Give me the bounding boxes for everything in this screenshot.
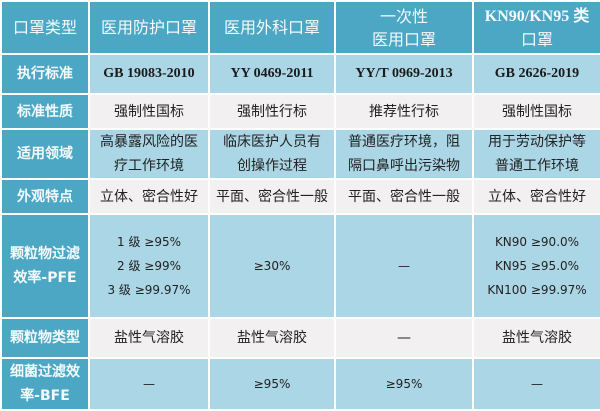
header-row: 口罩类型 医用防护口罩 医用外科口罩 一次性医用口罩 KN90/KN95 类口罩 bbox=[2, 2, 600, 53]
cell: 临床医护人员有 创操作过程 bbox=[210, 130, 334, 178]
row-label: 外观特点 bbox=[2, 180, 88, 213]
cell: 平面、密合性一般 bbox=[336, 180, 472, 213]
cell: 立体、密合性好 bbox=[474, 180, 600, 213]
header-medical-protective: 医用防护口罩 bbox=[90, 2, 208, 53]
cell: 推荐性行标 bbox=[336, 95, 472, 128]
cell: 盐性气溶胶 bbox=[474, 319, 600, 357]
cell: YY 0469-2011 bbox=[210, 55, 334, 93]
cell-line: 普通医疗环境，阻 bbox=[348, 134, 460, 150]
cell: 用于劳动保护等 普通工作环境 bbox=[474, 130, 600, 178]
cell: 普通医疗环境，阻 隔口鼻呼出污染物 bbox=[336, 130, 472, 178]
cell: ≥95% bbox=[336, 359, 472, 409]
label-line: 率-BFE bbox=[20, 388, 70, 404]
cell: 1 级 ≥95% 2 级 ≥99% 3 级 ≥99.97% bbox=[90, 215, 208, 317]
row-standard: 执行标准 GB 19083-2010 YY 0469-2011 YY/T 096… bbox=[2, 55, 600, 93]
cell: 平面、密合性一般 bbox=[210, 180, 334, 213]
label-line: 颗粒物过滤 bbox=[10, 246, 80, 262]
row-label: 细菌过滤效率-BFE bbox=[2, 359, 88, 409]
cell: GB 2626-2019 bbox=[474, 55, 600, 93]
header-text: 口罩 bbox=[520, 30, 553, 49]
cell: — bbox=[336, 319, 472, 357]
cell-line: 2 级 ≥99% bbox=[117, 259, 181, 273]
cell: 立体、密合性好 bbox=[90, 180, 208, 213]
cell-line: — bbox=[398, 259, 410, 273]
row-application: 适用领域 高暴露风险的医 疗工作环境 临床医护人员有 创操作过程 普通医疗环境，阻隔… bbox=[2, 130, 600, 178]
cell-line: 普通工作环境 bbox=[495, 158, 579, 174]
cell-line: 3 级 ≥99.97% bbox=[107, 283, 191, 297]
header-text: 医用口罩 bbox=[371, 29, 436, 49]
row-appearance: 外观特点 立体、密合性好 平面、密合性一般 平面、密合性一般 立体、密合性好 bbox=[2, 180, 600, 213]
cell-line: 高暴露风险的医 bbox=[100, 134, 198, 150]
header-text: 一次性 bbox=[379, 6, 428, 26]
row-label: 标准性质 bbox=[2, 95, 88, 128]
cell-line: 用于劳动保护等 bbox=[488, 134, 586, 150]
cell-line: 隔口鼻呼出污染物 bbox=[348, 158, 460, 174]
header-surgical: 医用外科口罩 bbox=[210, 2, 334, 53]
row-bfe: 细菌过滤效率-BFE — ≥95% ≥95% — bbox=[2, 359, 600, 409]
header-text: 医用防护口罩 bbox=[100, 18, 197, 37]
label-line: 细菌过滤效 bbox=[10, 364, 80, 380]
cell: ≥30% bbox=[210, 215, 334, 317]
row-label: 颗粒物过滤效率-PFE bbox=[2, 215, 88, 317]
cell: YY/T 0969-2013 bbox=[336, 55, 472, 93]
cell-line: 1 级 ≥95% bbox=[117, 235, 181, 249]
cell: GB 19083-2010 bbox=[90, 55, 208, 93]
cell-line: 创操作过程 bbox=[237, 158, 307, 174]
cell-line: KN95 ≥95.0% bbox=[494, 259, 580, 273]
cell: — bbox=[90, 359, 208, 409]
cell: 强制性国标 bbox=[90, 95, 208, 128]
cell-line: KN100 ≥99.97% bbox=[487, 283, 587, 297]
row-particle-type: 颗粒物类型 盐性气溶胶 盐性气溶胶 — 盐性气溶胶 bbox=[2, 319, 600, 357]
header-kn95: KN90/KN95 类口罩 bbox=[474, 2, 600, 53]
row-label: 适用领域 bbox=[2, 130, 88, 178]
cell: 盐性气溶胶 bbox=[210, 319, 334, 357]
cell: — bbox=[474, 359, 600, 409]
cell-line: 疗工作环境 bbox=[114, 158, 184, 174]
header-disposable: 一次性 医用口罩 bbox=[336, 2, 472, 53]
header-mask-type: 口罩类型 bbox=[2, 2, 88, 53]
header-text: KN90/KN95 类 bbox=[484, 8, 590, 25]
row-label: 颗粒物类型 bbox=[2, 319, 88, 357]
cell: ≥95% bbox=[210, 359, 334, 409]
row-standard-nature: 标准性质 强制性国标 强制性行标 推荐性行标 强制性国标 bbox=[2, 95, 600, 128]
cell: 高暴露风险的医 疗工作环境 bbox=[90, 130, 208, 178]
header-text: 医用外科口罩 bbox=[223, 18, 320, 37]
cell: 强制性行标 bbox=[210, 95, 334, 128]
row-pfe: 颗粒物过滤效率-PFE 1 级 ≥95% 2 级 ≥99% 3 级 ≥99.97… bbox=[2, 215, 600, 317]
cell: KN90 ≥90.0% KN95 ≥95.0% KN100 ≥99.97% bbox=[474, 215, 600, 317]
cell: 强制性国标 bbox=[474, 95, 600, 128]
cell-line: KN90 ≥90.0% bbox=[494, 235, 580, 249]
cell-line: ≥30% bbox=[253, 259, 291, 273]
cell-line: 临床医护人员有 bbox=[223, 134, 321, 150]
cell: 盐性气溶胶 bbox=[90, 319, 208, 357]
cell: — bbox=[336, 215, 472, 317]
label-line: 效率-PFE bbox=[13, 270, 77, 286]
row-label: 执行标准 bbox=[2, 55, 88, 93]
